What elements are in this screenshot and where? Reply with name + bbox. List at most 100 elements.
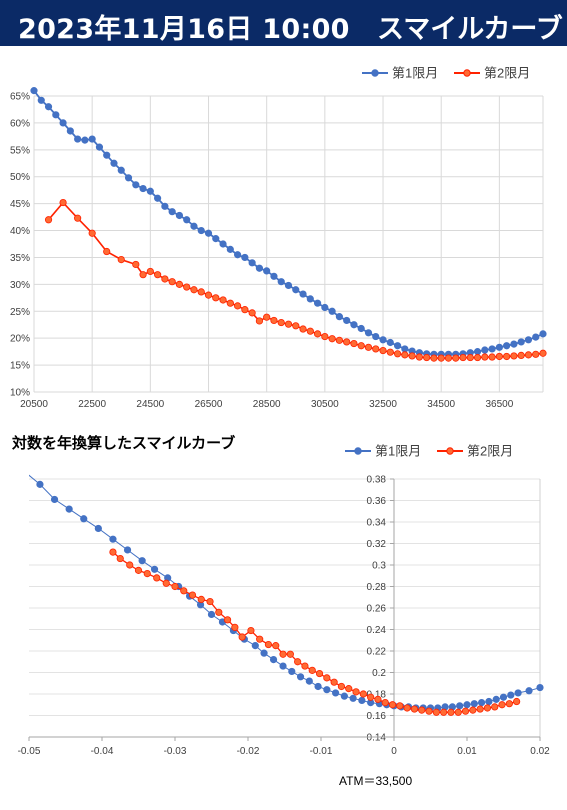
legend-marker-2 <box>463 69 471 77</box>
series2-point <box>510 352 518 360</box>
series2-point <box>263 313 271 321</box>
header-subtitle: スマイルカーブ <box>377 14 563 45</box>
series2-point <box>321 332 329 341</box>
header-bar: 2023年11月16日 10:00 スマイルカーブ <box>0 0 567 46</box>
series2-point <box>381 698 389 707</box>
series2-point <box>286 650 294 658</box>
series1-point <box>279 662 287 670</box>
series2-point <box>503 352 511 361</box>
series2-point <box>359 690 367 698</box>
series2-point <box>418 706 426 714</box>
series2-point <box>505 700 513 708</box>
series2-point <box>403 704 411 712</box>
series1-point <box>532 333 540 341</box>
x-tick-label: 30500 <box>311 399 339 410</box>
series2-point <box>313 330 322 338</box>
legend-label-2: 第2限月 <box>467 444 513 459</box>
atm-label: ATM＝33,500 <box>339 774 413 788</box>
series1-point <box>139 184 147 193</box>
x-tick-label: 26500 <box>195 399 223 410</box>
series2-point <box>423 353 431 362</box>
y-tick-label: 45% <box>10 199 30 210</box>
series2-point <box>498 701 506 709</box>
series1-point <box>525 687 533 695</box>
series1-point <box>94 524 102 533</box>
x-tick-label: -0.04 <box>91 746 114 757</box>
series1-point <box>401 345 409 353</box>
y-tick-label: 0.32 <box>367 539 387 550</box>
smile-curve-panel: 10% 15% 20% 25% 30% 35% 40% 45% 50% 55% 60% 65% 2050… <box>0 46 567 427</box>
series2-point <box>175 280 184 288</box>
series1-point <box>226 245 234 253</box>
series1-point <box>456 702 464 710</box>
series1-point <box>154 194 162 202</box>
legend-marker-2 <box>446 447 454 455</box>
series2-point <box>294 658 302 666</box>
series2-point <box>379 346 387 355</box>
series1-point <box>50 495 59 504</box>
series2-point <box>425 707 433 715</box>
series2-point <box>481 353 489 361</box>
series1-point <box>37 96 45 104</box>
series1-point <box>168 208 176 216</box>
legend-label-1: 第1限月 <box>375 444 421 459</box>
series1-point <box>335 313 343 321</box>
y-tick-label: 15% <box>10 361 30 372</box>
x-tick-label: 0 <box>391 746 397 757</box>
series2-point <box>315 669 324 678</box>
series2-point <box>146 267 154 276</box>
series1-point <box>123 546 132 554</box>
x-tick-label: 22500 <box>78 399 106 410</box>
series1-point <box>30 87 38 95</box>
series2-point <box>396 702 404 710</box>
x-tick-label: -0.05 <box>18 746 41 757</box>
series2-point <box>459 353 467 362</box>
series2-point <box>247 626 255 635</box>
series1-point <box>357 324 365 333</box>
series2-point <box>466 353 474 362</box>
series1-point <box>150 565 159 573</box>
series2-point <box>432 708 440 716</box>
series2-point <box>437 354 445 362</box>
series2-point <box>447 708 455 716</box>
series2-point <box>440 708 448 716</box>
series1-point <box>488 345 496 353</box>
legend-marker-1 <box>371 69 379 77</box>
series2-point <box>109 548 117 556</box>
series2-point <box>343 338 351 346</box>
x-tick-label: 34500 <box>427 399 455 410</box>
series1-point <box>161 202 169 210</box>
series1-point <box>117 166 125 174</box>
y-tick-label: 0.18 <box>367 690 387 701</box>
x-tick-label: 0.02 <box>530 746 550 757</box>
series2-point <box>524 351 533 359</box>
series2-point <box>364 343 373 351</box>
series2-point <box>430 354 438 362</box>
series-line-2 <box>112 551 517 713</box>
chart2-title: 対数を年換算したスマイルカーブ <box>12 434 236 452</box>
series2-point <box>116 554 124 563</box>
series1-point <box>514 689 522 697</box>
series1-point <box>477 698 486 707</box>
series1-point <box>270 272 278 280</box>
series1-point <box>323 686 331 694</box>
series2-point <box>532 350 540 358</box>
series2-point <box>197 288 205 296</box>
series1-point <box>481 346 489 354</box>
series2-point <box>223 616 232 624</box>
series2-point <box>168 278 176 286</box>
series2-point <box>238 633 246 641</box>
series1-point <box>95 143 104 151</box>
series1-point <box>284 281 293 290</box>
series2-point <box>264 640 273 649</box>
series2-point <box>328 335 336 343</box>
y-tick-label: 0.24 <box>367 625 387 636</box>
series-line-1 <box>33 90 544 356</box>
x-tick-label: -0.02 <box>237 746 260 757</box>
series2-point <box>483 704 492 712</box>
series1-point <box>190 222 198 230</box>
y-tick-label: 0.2 <box>372 668 386 679</box>
series1-point <box>277 278 285 286</box>
series2-point <box>330 678 338 686</box>
smile-curve-chart: 10% 15% 20% 25% 30% 35% 40% 45% 50% 55% 60% 65% 2050… <box>10 66 547 410</box>
